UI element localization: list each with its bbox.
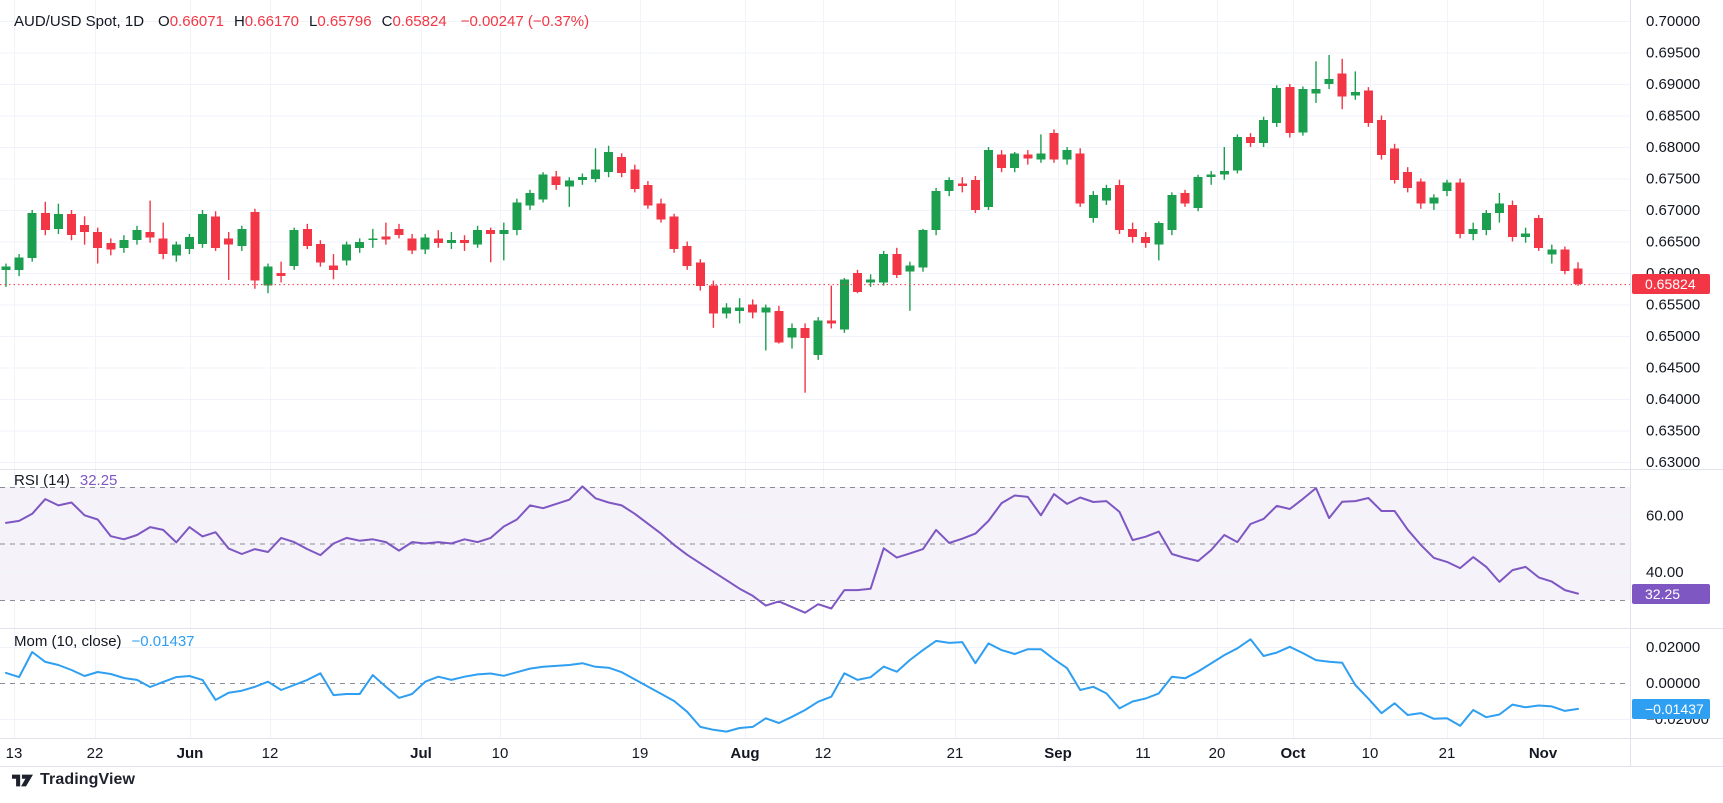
svg-text:12: 12 bbox=[262, 745, 279, 762]
tradingview-logo[interactable]: TradingView bbox=[12, 771, 135, 789]
price-pane[interactable] bbox=[0, 0, 1630, 469]
svg-text:12: 12 bbox=[815, 745, 832, 762]
svg-text:0.69500: 0.69500 bbox=[1646, 45, 1700, 62]
tradingview-icon bbox=[12, 774, 33, 786]
svg-text:Jun: Jun bbox=[177, 745, 204, 762]
svg-text:0.69000: 0.69000 bbox=[1646, 76, 1700, 93]
svg-text:60.00: 60.00 bbox=[1646, 507, 1684, 524]
rsi-legend: RSI (14) 32.25 bbox=[14, 472, 117, 489]
svg-text:40.00: 40.00 bbox=[1646, 564, 1684, 581]
change-value: −0.00247 (−0.37%) bbox=[460, 13, 590, 30]
rsi-name[interactable]: RSI (14) bbox=[14, 472, 70, 489]
ohlc-close: C0.65824 bbox=[381, 13, 447, 30]
rsi-value-badge: 32.25 bbox=[1632, 584, 1710, 604]
mom-value-badge: −0.01437 bbox=[1632, 699, 1710, 719]
svg-text:21: 21 bbox=[1439, 745, 1456, 762]
svg-text:13: 13 bbox=[6, 745, 23, 762]
svg-text:Nov: Nov bbox=[1529, 745, 1558, 762]
rsi-pane[interactable] bbox=[0, 469, 1630, 628]
svg-text:0.66500: 0.66500 bbox=[1646, 234, 1700, 251]
svg-text:10: 10 bbox=[1362, 745, 1379, 762]
svg-text:0.64000: 0.64000 bbox=[1646, 391, 1700, 408]
svg-text:0.67000: 0.67000 bbox=[1646, 202, 1700, 219]
symbol-title[interactable]: AUD/USD Spot, 1D bbox=[14, 13, 145, 30]
svg-text:0.02000: 0.02000 bbox=[1646, 639, 1700, 656]
svg-text:Aug: Aug bbox=[730, 745, 759, 762]
svg-text:0.67500: 0.67500 bbox=[1646, 171, 1700, 188]
svg-text:0.70000: 0.70000 bbox=[1646, 13, 1700, 30]
svg-text:Oct: Oct bbox=[1280, 745, 1305, 762]
momentum-pane[interactable] bbox=[0, 628, 1630, 738]
svg-text:0.68500: 0.68500 bbox=[1646, 108, 1700, 125]
svg-text:0.65500: 0.65500 bbox=[1646, 297, 1700, 314]
ohlc-high: H0.66170 bbox=[233, 13, 300, 30]
svg-text:22: 22 bbox=[87, 745, 104, 762]
price-axis[interactable] bbox=[1630, 0, 1723, 766]
svg-text:0.68000: 0.68000 bbox=[1646, 139, 1700, 156]
svg-text:19: 19 bbox=[632, 745, 649, 762]
svg-text:0.65000: 0.65000 bbox=[1646, 328, 1700, 345]
tradingview-logo-text: TradingView bbox=[40, 771, 136, 788]
svg-text:Sep: Sep bbox=[1044, 745, 1072, 762]
svg-text:10: 10 bbox=[492, 745, 509, 762]
rsi-value: 32.25 bbox=[79, 472, 118, 489]
time-axis[interactable] bbox=[0, 738, 1630, 766]
ohlc-low: L0.65796 bbox=[309, 13, 372, 30]
svg-text:11: 11 bbox=[1135, 745, 1151, 762]
mom-legend: Mom (10, close) −0.01437 bbox=[14, 633, 195, 650]
svg-text:0.63500: 0.63500 bbox=[1646, 423, 1700, 440]
mom-name[interactable]: Mom (10, close) bbox=[14, 633, 122, 650]
svg-text:Jul: Jul bbox=[410, 745, 432, 762]
mom-value: −0.01437 bbox=[131, 633, 195, 650]
svg-text:20: 20 bbox=[1209, 745, 1226, 762]
last-price-badge: 0.65824 bbox=[1632, 274, 1710, 294]
symbol-legend: AUD/USD Spot, 1D O0.66071 H0.66170 L0.65… bbox=[14, 13, 589, 30]
svg-text:0.00000: 0.00000 bbox=[1646, 675, 1700, 692]
svg-text:21: 21 bbox=[947, 745, 964, 762]
svg-text:0.63000: 0.63000 bbox=[1646, 454, 1700, 471]
svg-text:0.64500: 0.64500 bbox=[1646, 360, 1700, 377]
ohlc-open: O0.66071 bbox=[158, 13, 224, 30]
